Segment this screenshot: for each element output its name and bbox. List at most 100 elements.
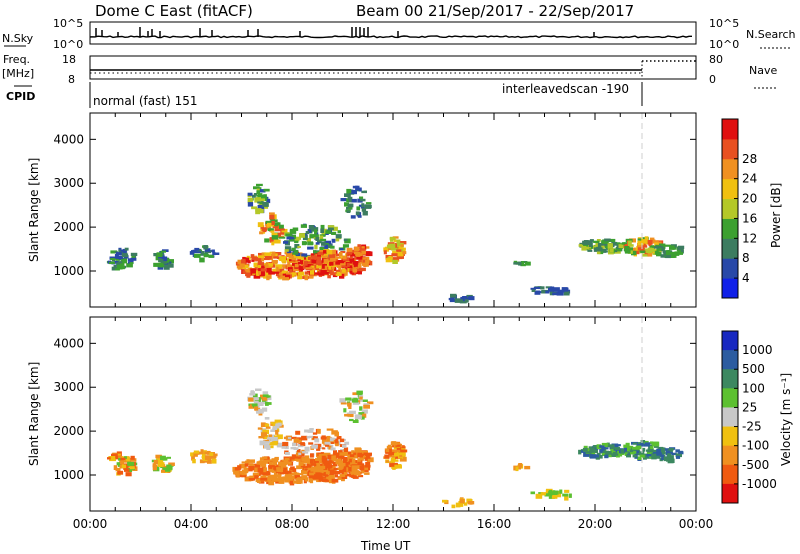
velocity-echo: [298, 461, 304, 466]
power-echo: [245, 272, 251, 277]
velocity-echo: [190, 452, 197, 457]
power-echo: [549, 290, 555, 296]
power-echo: [661, 247, 665, 252]
power-echo: [394, 243, 398, 249]
power-echo: [347, 203, 354, 208]
power-echo: [320, 238, 327, 242]
velocity-echo: [155, 454, 162, 459]
power-echo: [362, 210, 368, 216]
velocity-echo: [306, 465, 313, 470]
power-echo: [325, 230, 332, 234]
velocity-echo: [118, 456, 123, 459]
velocity-echo: [667, 453, 672, 457]
power-echo: [259, 202, 264, 205]
velocity-echo: [272, 427, 277, 432]
xtick-label: 04:00: [174, 517, 209, 531]
velocity-echo: [650, 446, 654, 449]
power-echo: [309, 270, 315, 275]
power-echo: [251, 206, 258, 210]
velocity-echo: [260, 463, 267, 467]
power-echo: [645, 241, 649, 245]
power-echo: [664, 244, 672, 247]
velocity-echo: [671, 452, 677, 456]
power-echo: [241, 259, 246, 264]
power-echo: [336, 265, 342, 268]
velocity-echo: [267, 475, 272, 481]
velocity-echo: [637, 445, 642, 450]
power-echo: [347, 196, 353, 200]
velocity-echo: [395, 464, 402, 467]
colorbar-frame: [721, 330, 739, 504]
velocity-echo: [554, 490, 559, 495]
velocity-echo: [345, 397, 352, 401]
power-echo: [662, 250, 669, 254]
power-echo: [609, 248, 614, 252]
velocity-echo: [363, 404, 370, 409]
power-echo: [360, 198, 366, 202]
velocity-echo: [276, 464, 281, 469]
velocity-echo: [518, 463, 523, 468]
cpid-segment-normal: normal (fast) 151: [93, 94, 197, 108]
freq-ytick-bottom: 8: [68, 73, 75, 86]
power-echo: [635, 251, 640, 255]
colorbar-segment: [722, 119, 738, 140]
velocity-echo: [252, 463, 258, 466]
power-echo: [281, 259, 285, 263]
power-echo: [286, 236, 292, 240]
power-echo: [596, 250, 601, 255]
power-echo: [545, 286, 552, 289]
velocity-echo: [467, 501, 475, 505]
power-echo: [317, 251, 324, 256]
velocity-echo: [241, 473, 247, 476]
power-echo: [608, 238, 616, 243]
power-echo: [340, 269, 344, 272]
velocity-echo: [262, 456, 268, 459]
power-echo: [286, 272, 292, 275]
velocity-echo: [200, 450, 207, 455]
power-echo: [678, 245, 685, 249]
velocity-echo: [358, 412, 365, 416]
power-echo: [119, 265, 125, 270]
power-echo: [262, 202, 269, 207]
power-echo: [365, 251, 372, 256]
power-echo: [324, 240, 331, 245]
power-echo: [279, 256, 287, 261]
power-echo: [311, 255, 318, 260]
velocity-echo: [310, 453, 314, 458]
power-echo: [611, 241, 618, 246]
power-echo: [458, 299, 463, 302]
power-echo: [193, 253, 201, 258]
velocity-echo: [205, 455, 212, 460]
velocity-echo: [108, 456, 116, 460]
velocity-echo: [268, 465, 275, 468]
power-echo: [327, 225, 335, 228]
power-echo: [247, 198, 253, 203]
power-echo: [520, 264, 526, 267]
xtick-label: 16:00: [477, 517, 512, 531]
power-echo: [645, 249, 653, 254]
velocity-echo: [678, 450, 683, 454]
power-echo: [355, 211, 360, 216]
velocity-echo: [317, 428, 321, 434]
power-echo: [117, 261, 123, 264]
power-echo: [199, 257, 205, 263]
velocity-echo: [283, 436, 288, 440]
power-echo: [320, 228, 325, 233]
power-echo: [357, 265, 362, 269]
velocity-echo: [343, 460, 347, 463]
velocity-echo: [313, 459, 319, 464]
power-echo: [383, 250, 387, 255]
power-echo: [307, 246, 314, 250]
velocity-echo: [339, 474, 346, 477]
power-echo: [361, 203, 365, 207]
velocity-echo: [349, 410, 356, 414]
power-echo: [284, 249, 289, 252]
velocity-echo: [281, 459, 289, 464]
velocity-echo: [656, 452, 661, 456]
velocity-echo: [278, 461, 285, 467]
power-echo: [652, 240, 659, 244]
power-echo: [156, 252, 163, 257]
velocity-echo: [306, 463, 312, 467]
colorbar-segment: [722, 198, 738, 219]
